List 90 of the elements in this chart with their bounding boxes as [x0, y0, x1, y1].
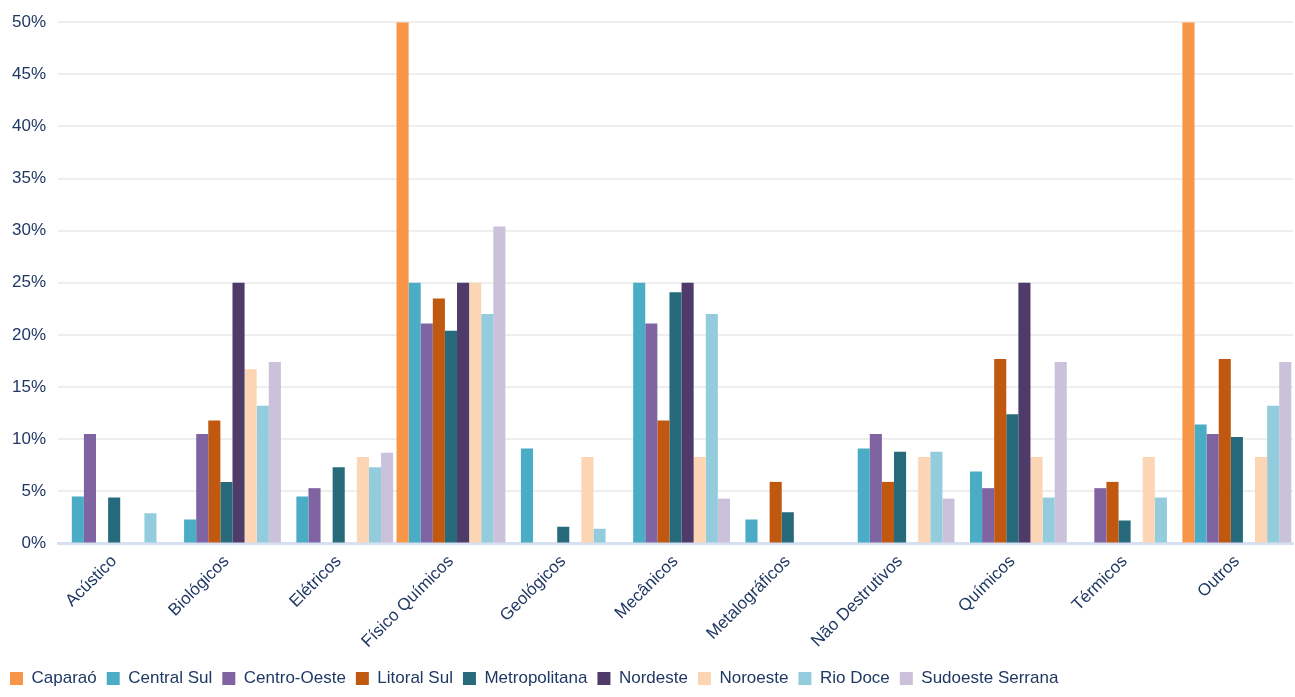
legend-label: Centro-Oeste — [243, 668, 346, 688]
bar — [1255, 456, 1268, 543]
legend-label: Nordeste — [618, 668, 688, 688]
bar — [381, 452, 394, 543]
bar — [144, 513, 157, 543]
bar — [208, 420, 221, 543]
bar — [420, 323, 433, 543]
bar — [869, 433, 882, 543]
bar — [645, 323, 658, 543]
bar — [745, 519, 758, 543]
y-tick-label: 40% — [11, 116, 47, 136]
bar — [557, 526, 570, 543]
bar — [781, 512, 794, 543]
bar — [1054, 362, 1067, 543]
bar — [396, 22, 409, 543]
bar — [1182, 22, 1195, 543]
bar — [1194, 424, 1207, 543]
bar — [457, 282, 470, 543]
y-tick-label: 25% — [11, 272, 47, 292]
bar — [633, 282, 646, 543]
bar — [520, 448, 533, 543]
bar — [444, 330, 458, 543]
y-tick-label: 45% — [11, 64, 47, 84]
bar — [969, 471, 983, 543]
bar — [982, 488, 995, 543]
bar — [1030, 456, 1043, 543]
y-tick-label: 10% — [11, 428, 47, 448]
bar — [469, 282, 482, 543]
bar — [493, 226, 506, 543]
bar — [657, 420, 670, 543]
bar — [717, 498, 730, 543]
y-tick-label: 20% — [11, 324, 47, 344]
bar — [356, 456, 369, 543]
bar — [669, 292, 682, 543]
legend-label: Rio Doce — [819, 668, 890, 688]
y-tick-label: 50% — [11, 11, 47, 31]
bar — [942, 498, 955, 543]
bar — [308, 488, 321, 543]
bar — [1230, 437, 1243, 543]
bar — [481, 314, 494, 543]
legend-label: Caparaó — [31, 668, 97, 688]
bar — [184, 519, 197, 543]
bar — [705, 314, 718, 543]
bar — [71, 496, 84, 543]
legend-label: Litoral Sul — [377, 668, 453, 688]
bar — [581, 456, 594, 543]
bar — [693, 456, 706, 543]
bar — [1206, 433, 1219, 543]
bar — [332, 467, 345, 543]
bar — [196, 433, 209, 543]
bar — [769, 481, 782, 543]
bar — [1267, 405, 1280, 543]
bar — [894, 451, 907, 543]
bar — [368, 467, 382, 543]
bar — [1279, 362, 1292, 543]
bar — [296, 496, 309, 543]
bar — [256, 405, 269, 543]
bar — [232, 282, 245, 543]
legend-label: Central Sul — [128, 668, 213, 688]
bar — [1218, 358, 1231, 543]
bar — [593, 528, 606, 543]
bar — [881, 481, 894, 543]
y-tick-label: 5% — [21, 480, 47, 500]
bar — [408, 282, 421, 543]
y-tick-label: 0% — [21, 533, 47, 553]
bar — [244, 369, 257, 543]
bar — [930, 451, 943, 543]
bar — [681, 282, 694, 543]
bar — [1018, 282, 1031, 543]
legend-label: Metropolitana — [484, 668, 588, 688]
y-tick-label: 30% — [11, 220, 47, 240]
bar — [432, 298, 445, 543]
bar — [857, 448, 870, 543]
bar — [1094, 488, 1107, 543]
legend-label: Noroeste — [719, 668, 789, 688]
bar — [1042, 497, 1055, 543]
bar — [1118, 520, 1131, 543]
bar — [220, 481, 233, 543]
bar — [1106, 481, 1119, 543]
y-tick-label: 15% — [11, 376, 47, 396]
bar — [268, 362, 281, 543]
legend-label: Sudoeste Serrana — [921, 668, 1059, 688]
bar — [108, 497, 121, 543]
y-tick-label: 35% — [11, 168, 47, 188]
bar — [1006, 414, 1019, 543]
bar — [994, 358, 1007, 543]
bar — [83, 433, 97, 543]
bar — [918, 456, 931, 543]
bar — [1154, 497, 1167, 543]
bar — [1142, 456, 1155, 543]
